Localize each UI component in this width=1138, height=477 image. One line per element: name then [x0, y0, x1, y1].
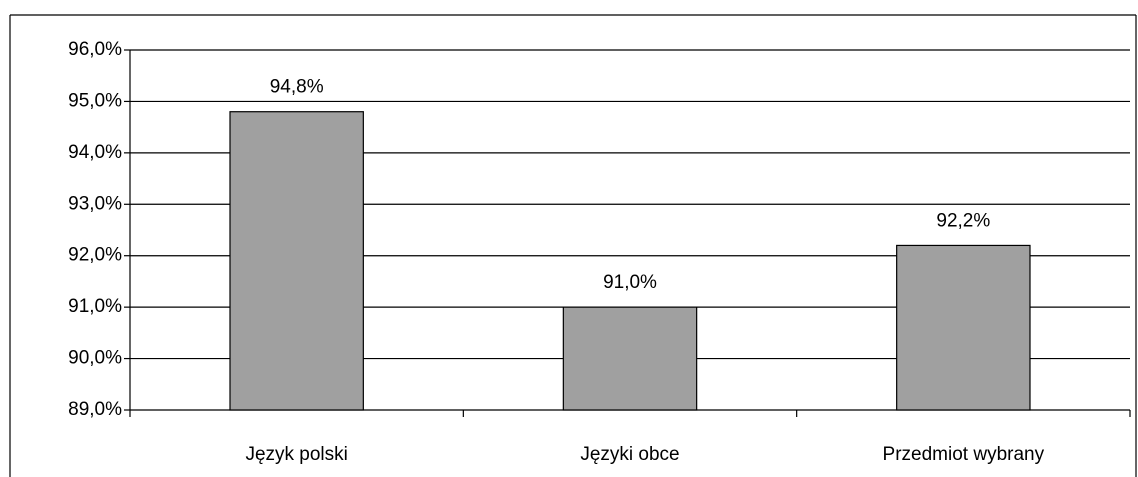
y-tick-label: 89,0% [68, 399, 122, 420]
data-label: 94,8% [270, 77, 324, 98]
y-tick-label: 90,0% [68, 348, 122, 369]
x-tick-label: Języki obce [580, 444, 679, 465]
data-label: 92,2% [936, 210, 990, 231]
y-tick-label: 92,0% [68, 245, 122, 266]
y-tick-label: 93,0% [68, 193, 122, 214]
data-label: 91,0% [603, 272, 657, 293]
x-tick-label: Przedmiot wybrany [883, 444, 1045, 465]
y-tick-label: 91,0% [68, 296, 122, 317]
bar [562, 306, 698, 411]
x-tick-label: Język polski [245, 444, 347, 465]
bar [896, 244, 1031, 411]
y-tick-label: 94,0% [68, 142, 122, 163]
y-tick-label: 96,0% [68, 39, 122, 60]
bar [229, 111, 364, 411]
y-tick-label: 95,0% [68, 90, 122, 111]
